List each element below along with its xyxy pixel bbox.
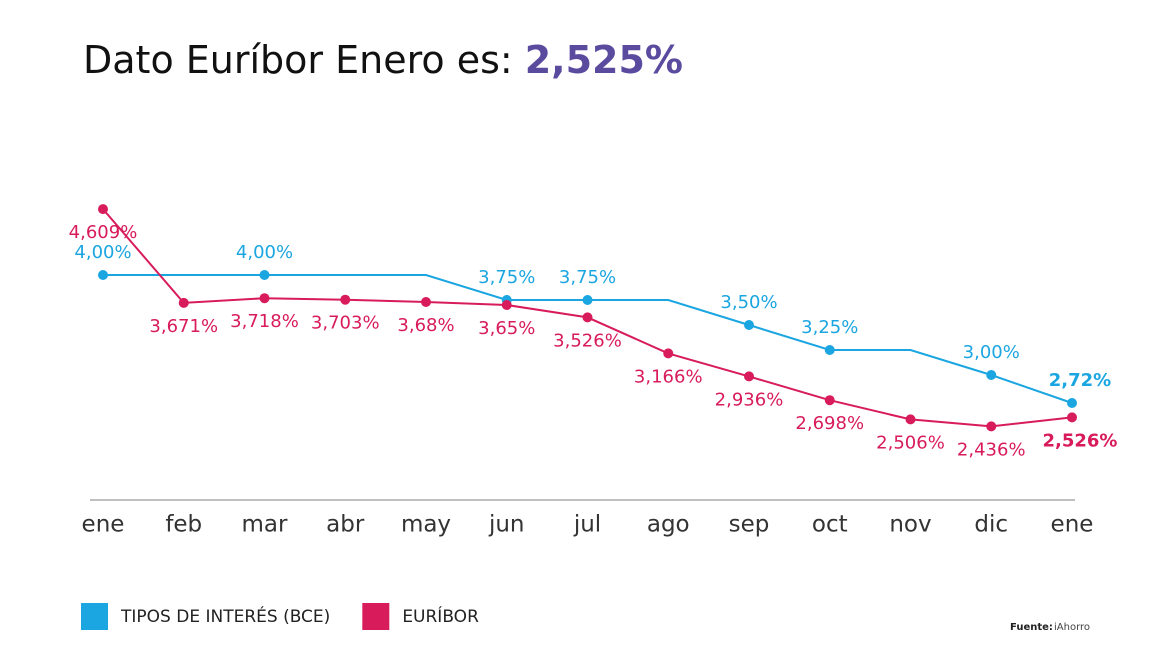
point	[178, 297, 189, 308]
data-label: 3,75%	[478, 267, 535, 288]
data-label: 3,65%	[478, 318, 535, 339]
data-label: 3,00%	[963, 342, 1020, 363]
source-label: Fuente:	[1010, 622, 1053, 633]
legend-swatch	[362, 603, 390, 630]
point	[582, 312, 593, 323]
x-tick-label: ene	[82, 512, 125, 538]
x-tick-label: sep	[729, 512, 770, 538]
source: iAhorro	[1054, 622, 1090, 633]
point	[421, 297, 431, 307]
point	[259, 293, 270, 304]
x-tick-label: jul	[573, 512, 601, 538]
data-label: 3,75%	[559, 267, 616, 288]
data-label: 2,526%	[1043, 430, 1118, 451]
data-label: 4,00%	[74, 242, 131, 263]
point	[340, 294, 351, 305]
legend-swatch	[81, 603, 108, 630]
legend-label: TIPOS DE INTERÉS (BCE)	[120, 605, 330, 627]
data-label: 2,506%	[876, 432, 945, 453]
x-tick-label: mar	[242, 512, 288, 538]
x-tick-label: dic	[974, 512, 1008, 538]
data-label: 4,00%	[236, 242, 293, 263]
point	[744, 320, 754, 330]
data-label: 2,698%	[795, 413, 864, 434]
point	[98, 270, 108, 280]
data-label: 4,609%	[69, 222, 138, 243]
x-tick-label: nov	[889, 512, 931, 538]
data-label: 3,703%	[311, 313, 380, 334]
x-tick-label: feb	[165, 512, 202, 538]
point	[824, 345, 835, 355]
point	[905, 414, 916, 425]
point	[744, 371, 754, 382]
data-label: 3,50%	[720, 292, 777, 313]
x-tick-label: oct	[812, 512, 848, 538]
point	[582, 295, 593, 305]
title-text: Dato Euríbor Enero es:	[83, 38, 513, 82]
point	[824, 395, 835, 406]
point	[501, 300, 512, 310]
x-tick-label: abr	[326, 512, 365, 538]
data-label: 2,72%	[1049, 370, 1111, 391]
data-label: 3,671%	[149, 316, 218, 337]
x-tick-label: ago	[647, 512, 690, 538]
legend-label: EURÍBOR	[402, 605, 479, 627]
data-label: 2,436%	[957, 439, 1026, 460]
data-label: 2,936%	[715, 389, 784, 410]
data-label: 3,25%	[801, 317, 858, 338]
point	[663, 348, 674, 359]
point	[986, 370, 997, 380]
point	[1067, 398, 1077, 408]
point	[986, 421, 997, 432]
data-label: 3,166%	[634, 366, 703, 387]
data-label: 3,718%	[230, 311, 299, 332]
title-highlight: 2,525%	[525, 38, 683, 82]
point	[1067, 412, 1077, 423]
chart-title: Dato Euríbor Enero es: 2,525%	[83, 38, 683, 82]
x-tick-label: jun	[488, 512, 525, 538]
point	[259, 270, 270, 280]
data-label: 3,68%	[397, 315, 454, 336]
x-tick-label: ene	[1051, 512, 1094, 538]
point	[98, 204, 108, 215]
x-tick-label: may	[401, 512, 451, 538]
data-label: 3,526%	[553, 330, 622, 351]
